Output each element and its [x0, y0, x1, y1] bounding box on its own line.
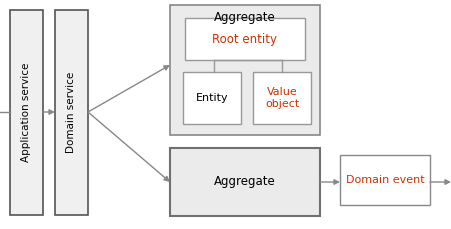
Text: Domain event: Domain event	[345, 175, 424, 185]
Text: Entity: Entity	[196, 93, 228, 103]
Bar	[183, 72, 241, 124]
Bar	[340, 155, 430, 205]
Text: Root entity: Root entity	[212, 33, 277, 46]
Text: Domain service: Domain service	[66, 72, 77, 153]
Bar	[10, 10, 43, 215]
Bar	[170, 148, 320, 216]
Bar	[55, 10, 88, 215]
Bar	[170, 5, 320, 135]
Text: Aggregate: Aggregate	[214, 175, 276, 188]
Text: Application service: Application service	[22, 63, 32, 162]
Bar	[185, 18, 305, 60]
Bar	[253, 72, 311, 124]
Text: Aggregate: Aggregate	[214, 11, 276, 25]
Text: Value
object: Value object	[265, 87, 299, 109]
